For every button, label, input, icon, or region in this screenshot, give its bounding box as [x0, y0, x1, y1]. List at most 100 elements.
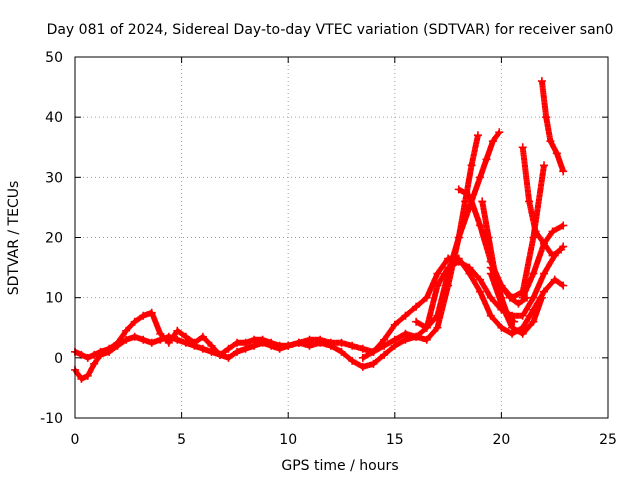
data-point: [337, 338, 346, 347]
data-point: [358, 362, 367, 371]
data-point: [90, 359, 99, 368]
data-point: [542, 113, 551, 122]
data-point: [508, 293, 517, 302]
data-point: [77, 374, 86, 383]
data-point: [156, 329, 165, 338]
data-point: [518, 311, 527, 320]
x-tick-label: 15: [386, 432, 404, 448]
chart-title: Day 081 of 2024, Sidereal Day-to-day VTE…: [47, 22, 614, 38]
y-tick-label: 40: [45, 110, 63, 126]
data-point: [486, 269, 495, 278]
data-point: [224, 344, 233, 353]
data-point: [224, 353, 233, 362]
data-point: [96, 347, 105, 356]
data-point: [139, 311, 148, 320]
data-point: [198, 332, 207, 341]
series-track-9: [537, 77, 568, 176]
data-point: [444, 269, 453, 278]
data-point: [207, 341, 216, 350]
data-point: [461, 197, 470, 206]
data-point: [433, 323, 442, 332]
y-tick-label: 10: [45, 291, 63, 307]
data-point: [294, 338, 303, 347]
data-point: [173, 335, 182, 344]
data-point: [497, 299, 506, 308]
data-point: [147, 308, 156, 317]
x-tick-label: 25: [599, 432, 617, 448]
data-point: [358, 353, 367, 362]
data-point: [467, 161, 476, 170]
data-point: [90, 350, 99, 359]
data-point: [122, 335, 131, 344]
data-point: [529, 317, 538, 326]
data-point: [284, 341, 293, 350]
x-tick-label: 10: [279, 432, 297, 448]
data-point: [518, 329, 527, 338]
x-tick-label: 0: [71, 432, 80, 448]
data-point: [540, 287, 549, 296]
data-point: [215, 350, 224, 359]
data-point: [181, 332, 190, 341]
data-point: [508, 323, 517, 332]
data-point: [478, 197, 487, 206]
data-point: [316, 335, 325, 344]
x-tick-label: 20: [492, 432, 510, 448]
series-track-11: [486, 269, 546, 338]
data-point: [83, 353, 92, 362]
data-point: [525, 197, 534, 206]
y-tick-label: 30: [45, 170, 63, 186]
data-point: [105, 344, 114, 353]
data-point: [130, 332, 139, 341]
data-point: [337, 347, 346, 356]
data-point: [348, 341, 357, 350]
data-point: [540, 161, 549, 170]
data-point: [486, 293, 495, 302]
data-point: [275, 341, 284, 350]
data-point: [476, 173, 485, 182]
data-point: [122, 326, 131, 335]
data-point: [550, 275, 559, 284]
y-tick-label: 20: [45, 231, 63, 247]
data-point: [173, 326, 182, 335]
data-point: [77, 350, 86, 359]
y-tick-label: 0: [54, 351, 63, 367]
data-point: [422, 335, 431, 344]
data-point: [537, 77, 546, 86]
data-point: [233, 347, 242, 356]
data-point: [412, 317, 421, 326]
data-point: [380, 341, 389, 350]
data-point: [380, 350, 389, 359]
data-point: [476, 275, 485, 284]
data-point: [198, 344, 207, 353]
data-point: [559, 221, 568, 230]
data-point: [497, 323, 506, 332]
data-point: [465, 269, 474, 278]
series-track-8: [518, 221, 568, 302]
data-point: [250, 335, 259, 344]
y-tick-label: -10: [40, 411, 63, 427]
x-tick-label: 5: [177, 432, 186, 448]
axis-ticks: 0 5 10 15 20 25 -10 0 10 20 30 40 50: [40, 50, 617, 448]
data-point: [552, 149, 561, 158]
series-track-10: [486, 161, 549, 302]
data-point: [113, 338, 122, 347]
data-point: [267, 338, 276, 347]
data-point: [305, 335, 314, 344]
data-point: [476, 221, 485, 230]
data-point: [348, 356, 357, 365]
data-point: [514, 299, 523, 308]
data-point: [548, 251, 557, 260]
data-point: [130, 317, 139, 326]
data-point: [147, 338, 156, 347]
data-point: [454, 233, 463, 242]
data-point: [401, 329, 410, 338]
data-point: [83, 371, 92, 380]
data-point: [529, 269, 538, 278]
x-axis-label: GPS time / hours: [281, 458, 398, 474]
data-point: [488, 137, 497, 146]
data-point: [422, 293, 431, 302]
series-track-4: [412, 128, 504, 332]
data-point: [454, 185, 463, 194]
data-point: [326, 338, 335, 347]
